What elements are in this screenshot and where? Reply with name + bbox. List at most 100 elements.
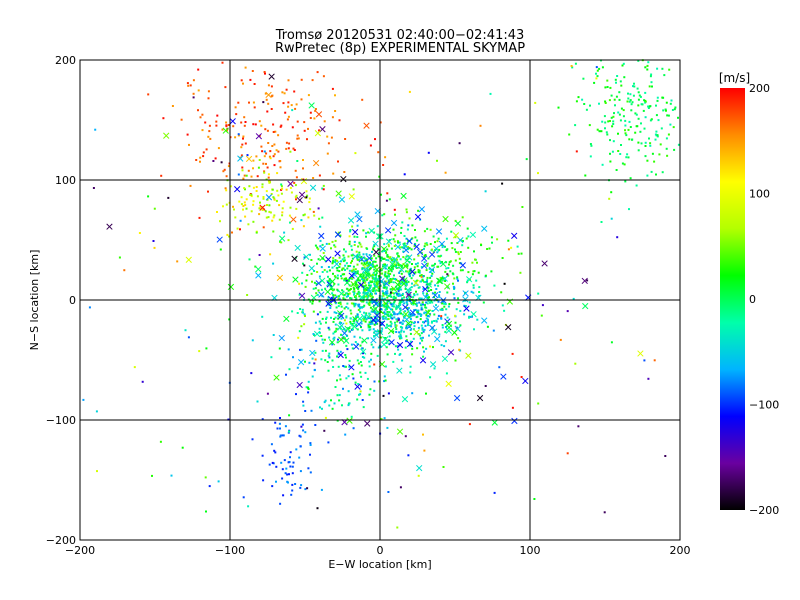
data-point [284, 111, 287, 114]
data-point-x-marker [287, 180, 294, 187]
data-point [429, 301, 431, 304]
data-point [361, 98, 364, 101]
data-point [295, 207, 298, 210]
data-point [438, 259, 441, 262]
data-point [281, 187, 284, 190]
data-point [359, 306, 361, 309]
data-point [619, 80, 622, 83]
data-point [362, 277, 365, 279]
data-point [385, 199, 388, 202]
data-point [417, 312, 420, 315]
data-point [359, 390, 362, 393]
data-point [245, 174, 248, 177]
data-point [268, 463, 271, 466]
data-point [413, 309, 416, 312]
data-point [357, 287, 360, 290]
data-point-x-marker [404, 257, 411, 264]
data-point [411, 224, 414, 227]
data-point [306, 386, 309, 389]
data-point [629, 177, 632, 180]
data-point [446, 248, 449, 251]
data-point [637, 59, 640, 62]
data-point [343, 328, 346, 331]
data-point [383, 213, 386, 216]
data-point [493, 491, 496, 494]
data-point [484, 274, 487, 277]
data-point-x-marker [434, 335, 441, 343]
data-point [371, 274, 374, 277]
data-point [188, 143, 190, 146]
data-point [371, 321, 374, 324]
data-point [237, 173, 240, 176]
data-point [347, 255, 350, 258]
data-point [391, 317, 394, 320]
data-point [281, 477, 284, 480]
data-point [375, 284, 378, 287]
data-point [388, 335, 391, 338]
data-point [375, 319, 378, 322]
data-point [298, 293, 301, 296]
data-point [633, 82, 635, 85]
data-point [321, 317, 324, 320]
data-point [376, 285, 379, 288]
data-point [342, 293, 344, 296]
data-point [498, 366, 501, 369]
data-point [311, 79, 314, 82]
data-point [427, 324, 429, 327]
data-point [435, 304, 437, 307]
data-point-x-marker [222, 127, 229, 134]
data-point [296, 160, 299, 162]
data-point [286, 118, 289, 121]
data-point [420, 275, 423, 278]
data-point [382, 257, 385, 260]
data-point [207, 135, 210, 138]
data-point [350, 248, 353, 251]
data-point [244, 215, 247, 218]
data-point [348, 240, 351, 243]
data-point [362, 318, 365, 321]
data-point-x-marker [406, 254, 413, 261]
data-point [421, 328, 424, 331]
data-point [395, 305, 398, 308]
data-point [371, 308, 374, 311]
data-point [624, 129, 626, 132]
data-point [377, 151, 380, 154]
data-point [393, 316, 396, 319]
data-point [393, 292, 395, 295]
data-point [398, 331, 401, 334]
data-point [584, 174, 587, 177]
data-point [431, 264, 434, 267]
data-point [348, 292, 351, 295]
data-point [386, 302, 389, 305]
data-point [394, 321, 396, 324]
data-point [302, 404, 305, 407]
data-point [611, 150, 614, 153]
data-point-x-marker [637, 350, 644, 357]
data-point [410, 321, 413, 324]
data-point [397, 290, 400, 292]
data-point [380, 300, 383, 303]
data-point [316, 262, 318, 265]
data-point [272, 334, 275, 336]
data-point-x-marker [394, 281, 401, 288]
data-point [356, 270, 359, 273]
data-point [637, 104, 640, 107]
data-point [392, 228, 395, 231]
data-point [344, 250, 347, 253]
data-point [386, 318, 389, 321]
data-point [434, 284, 437, 287]
data-point [669, 123, 672, 126]
data-point [283, 92, 286, 95]
data-point [446, 273, 449, 276]
data-point [280, 183, 283, 186]
data-point [329, 307, 332, 309]
data-point [341, 273, 344, 276]
data-point [357, 290, 360, 293]
data-point [399, 486, 402, 489]
data-point [267, 180, 270, 183]
data-point [665, 109, 667, 112]
data-point [324, 416, 327, 419]
data-point [262, 479, 265, 482]
data-point [336, 355, 338, 358]
